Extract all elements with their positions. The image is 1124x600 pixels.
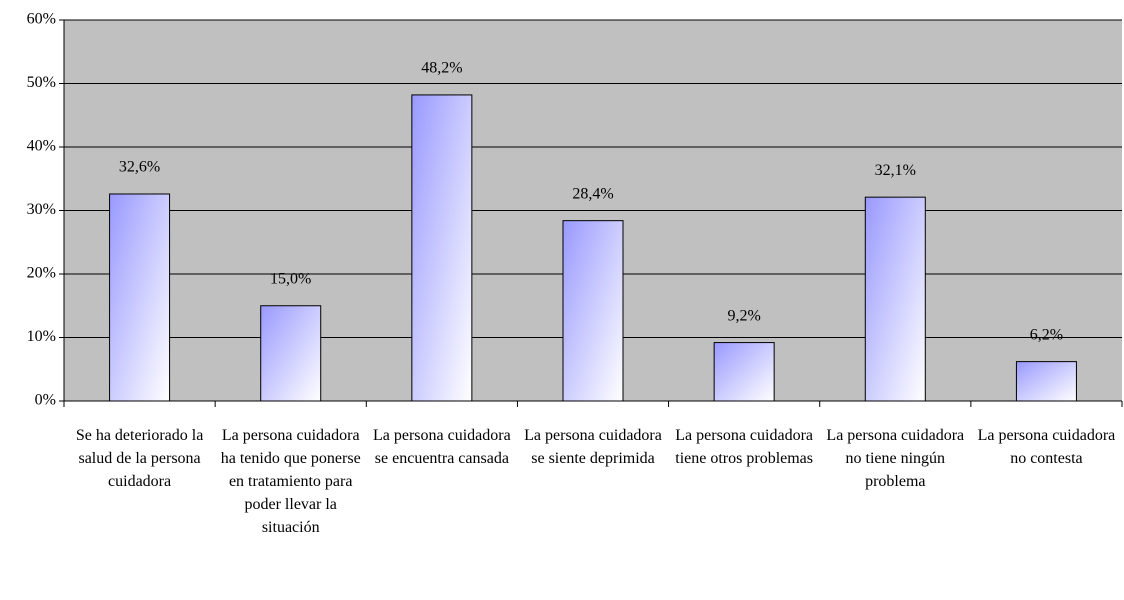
bar: [1015, 361, 1077, 402]
value-label: 48,2%: [421, 60, 462, 77]
value-label: 15,0%: [270, 270, 311, 287]
x-tick-label: La persona cuidadora no tiene ningún probl…: [826, 427, 964, 490]
y-tick-label: 50%: [27, 74, 56, 91]
y-tick-label: 60%: [27, 11, 56, 28]
value-label: 6,2%: [1030, 326, 1063, 343]
bar: [713, 342, 775, 402]
value-label: 28,4%: [572, 185, 613, 202]
x-tick-label: La persona cuidadora ha tenido que poners…: [221, 427, 361, 536]
x-tick-label: La persona cuidadora se siente deprimida: [524, 427, 662, 467]
bar: [411, 94, 473, 402]
bar: [260, 305, 322, 402]
bar: [109, 193, 171, 402]
x-tick-label: La persona cuidadora no contesta: [978, 427, 1116, 467]
value-label: 9,2%: [727, 307, 760, 324]
value-label: 32,6%: [119, 159, 160, 176]
value-label: 32,1%: [875, 162, 916, 179]
x-tick-label: La persona cuidadora se encuentra cansada: [373, 427, 511, 467]
bar: [562, 220, 624, 402]
x-tick-label: Se ha deteriorado la salud de la persona c…: [76, 427, 204, 490]
y-tick-label: 20%: [27, 265, 56, 282]
y-tick-label: 10%: [27, 328, 56, 345]
y-tick-label: 0%: [35, 392, 56, 409]
y-tick-label: 30%: [27, 201, 56, 218]
x-tick-label: La persona cuidadora tiene otros problema…: [675, 427, 813, 467]
y-tick-label: 40%: [27, 138, 56, 155]
bar: [864, 196, 926, 402]
